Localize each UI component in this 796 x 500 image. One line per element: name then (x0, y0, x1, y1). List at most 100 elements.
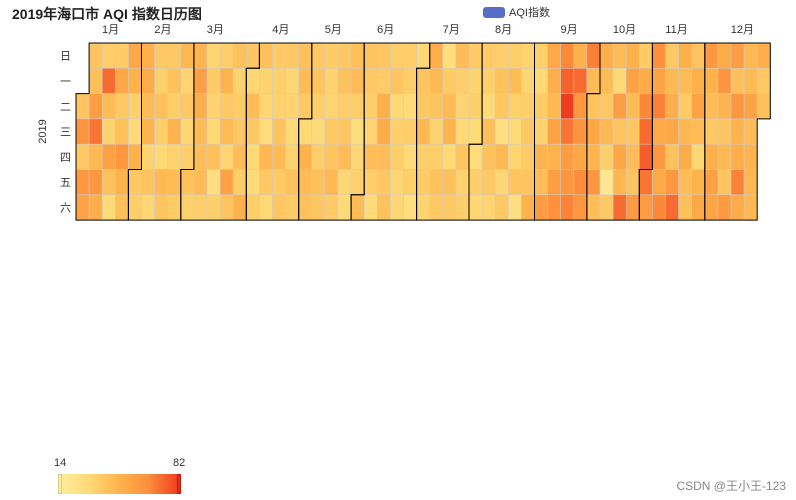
day-cell[interactable] (560, 169, 575, 196)
day-cell[interactable] (704, 169, 719, 196)
day-cell[interactable] (691, 194, 706, 221)
day-cell[interactable] (154, 42, 168, 69)
day-cell[interactable] (612, 93, 627, 120)
day-cell[interactable] (246, 68, 260, 94)
day-cell[interactable] (704, 42, 719, 69)
day-cell[interactable] (390, 143, 404, 170)
day-cell[interactable] (586, 68, 601, 94)
day-cell[interactable] (272, 169, 286, 196)
day-cell[interactable] (534, 169, 548, 196)
day-cell[interactable] (180, 169, 195, 196)
day-cell[interactable] (311, 194, 326, 221)
day-cell[interactable] (298, 194, 313, 221)
day-cell[interactable] (403, 118, 417, 145)
day-cell[interactable] (508, 143, 522, 170)
day-cell[interactable] (285, 68, 299, 94)
day-cell[interactable] (128, 169, 142, 196)
day-cell[interactable] (219, 93, 234, 120)
day-cell[interactable] (259, 68, 273, 94)
day-cell[interactable] (259, 118, 273, 145)
day-cell[interactable] (678, 118, 692, 145)
day-cell[interactable] (246, 118, 260, 145)
day-cell[interactable] (573, 194, 588, 221)
day-cell[interactable] (704, 143, 719, 170)
day-cell[interactable] (508, 169, 522, 196)
day-cell[interactable] (639, 93, 653, 120)
day-cell[interactable] (193, 194, 208, 221)
day-cell[interactable] (193, 169, 208, 196)
day-cell[interactable] (534, 143, 548, 170)
day-cell[interactable] (612, 42, 627, 69)
day-cell[interactable] (639, 68, 653, 94)
day-cell[interactable] (756, 42, 771, 69)
day-cell[interactable] (665, 42, 679, 69)
day-cell[interactable] (75, 93, 90, 120)
day-cell[interactable] (429, 118, 444, 145)
day-cell[interactable] (704, 68, 719, 94)
day-cell[interactable] (101, 143, 116, 170)
day-cell[interactable] (534, 42, 548, 69)
day-cell[interactable] (625, 68, 640, 94)
day-cell[interactable] (652, 42, 666, 69)
day-cell[interactable] (377, 118, 391, 145)
day-cell[interactable] (101, 169, 116, 196)
day-cell[interactable] (599, 169, 614, 196)
day-cell[interactable] (573, 42, 588, 69)
day-cell[interactable] (534, 93, 548, 120)
day-cell[interactable] (468, 194, 483, 221)
day-cell[interactable] (534, 118, 548, 145)
day-cell[interactable] (416, 93, 430, 120)
day-cell[interactable] (337, 118, 352, 145)
day-cell[interactable] (141, 169, 155, 196)
day-cell[interactable] (154, 93, 168, 120)
day-cell[interactable] (128, 93, 142, 120)
day-cell[interactable] (494, 118, 509, 145)
day-cell[interactable] (154, 194, 168, 221)
day-cell[interactable] (206, 169, 221, 196)
day-cell[interactable] (730, 93, 745, 120)
day-cell[interactable] (115, 169, 129, 196)
day-cell[interactable] (350, 68, 365, 94)
day-cell[interactable] (390, 93, 404, 120)
day-cell[interactable] (324, 169, 339, 196)
day-cell[interactable] (625, 194, 640, 221)
visual-map-min-handle[interactable] (58, 474, 62, 494)
day-cell[interactable] (612, 169, 627, 196)
day-cell[interactable] (455, 194, 470, 221)
day-cell[interactable] (442, 194, 457, 221)
day-cell[interactable] (508, 68, 522, 94)
day-cell[interactable] (429, 194, 444, 221)
day-cell[interactable] (324, 194, 339, 221)
day-cell[interactable] (730, 169, 745, 196)
day-cell[interactable] (324, 68, 339, 94)
day-cell[interactable] (75, 143, 90, 170)
day-cell[interactable] (180, 194, 195, 221)
day-cell[interactable] (311, 93, 326, 120)
day-cell[interactable] (481, 42, 496, 69)
day-cell[interactable] (521, 93, 535, 120)
day-cell[interactable] (246, 42, 260, 69)
day-cell[interactable] (403, 68, 417, 94)
day-cell[interactable] (586, 42, 601, 69)
day-cell[interactable] (232, 143, 247, 170)
day-cell[interactable] (678, 169, 692, 196)
day-cell[interactable] (350, 42, 365, 69)
day-cell[interactable] (547, 68, 561, 94)
day-cell[interactable] (206, 143, 221, 170)
day-cell[interactable] (88, 118, 103, 145)
day-cell[interactable] (285, 194, 299, 221)
day-cell[interactable] (717, 93, 732, 120)
day-cell[interactable] (665, 169, 679, 196)
day-cell[interactable] (599, 68, 614, 94)
day-cell[interactable] (743, 169, 758, 196)
day-cell[interactable] (652, 194, 666, 221)
day-cell[interactable] (75, 169, 90, 196)
day-cell[interactable] (88, 42, 103, 69)
day-cell[interactable] (756, 68, 771, 94)
day-cell[interactable] (416, 169, 430, 196)
day-cell[interactable] (468, 169, 483, 196)
day-cell[interactable] (259, 194, 273, 221)
day-cell[interactable] (625, 93, 640, 120)
day-cell[interactable] (612, 118, 627, 145)
day-cell[interactable] (547, 194, 561, 221)
